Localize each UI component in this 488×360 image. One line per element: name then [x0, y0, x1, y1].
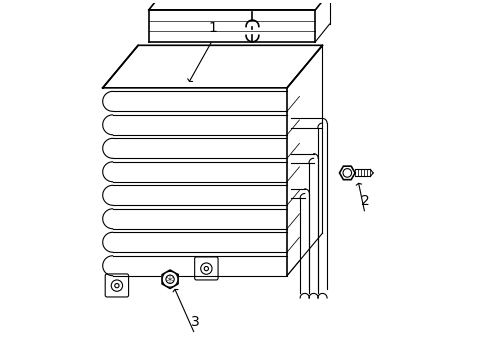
Circle shape [162, 271, 178, 287]
Text: 2: 2 [360, 194, 368, 208]
Text: 3: 3 [190, 315, 199, 329]
Circle shape [342, 168, 351, 177]
Polygon shape [339, 166, 354, 180]
Polygon shape [162, 270, 178, 288]
Text: 1: 1 [208, 21, 217, 35]
Circle shape [111, 280, 122, 291]
FancyBboxPatch shape [105, 274, 128, 297]
Circle shape [115, 283, 119, 288]
Circle shape [204, 266, 208, 271]
Circle shape [200, 263, 212, 274]
FancyBboxPatch shape [194, 257, 218, 280]
Circle shape [165, 275, 174, 283]
